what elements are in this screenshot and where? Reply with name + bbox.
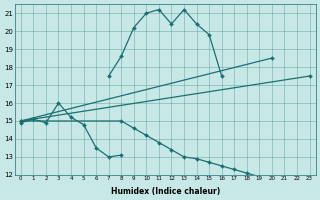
X-axis label: Humidex (Indice chaleur): Humidex (Indice chaleur) xyxy=(111,187,220,196)
